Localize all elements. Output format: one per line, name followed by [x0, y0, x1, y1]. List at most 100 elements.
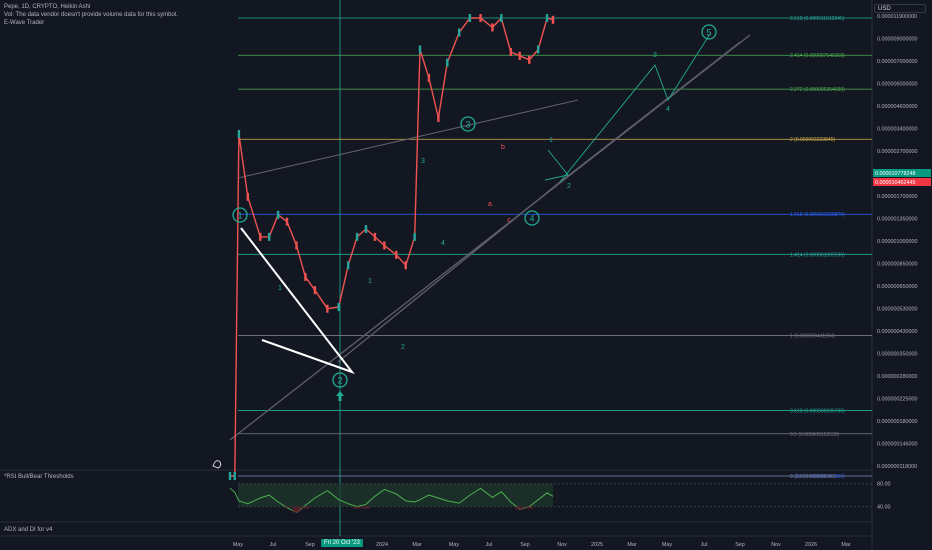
channel-upper-line [229, 34, 751, 441]
price-candle [364, 224, 368, 233]
price-tick-label: 0.000004600000 [877, 104, 917, 110]
wave-1-label: 1 [237, 211, 242, 221]
price-candle [276, 210, 280, 219]
price-badge [873, 169, 931, 177]
wave-3-label: 3 [465, 120, 470, 130]
time-tick-label: Nov [771, 542, 781, 548]
time-tick-label: May [449, 542, 459, 548]
rsi-bear-fill [361, 506, 370, 509]
price-tick-label: 0.000002700000 [877, 149, 917, 155]
price-candle [491, 23, 494, 32]
minor-wave-label: 1 [368, 278, 372, 285]
time-tick-label: Mar [841, 542, 850, 548]
time-tick-label: Jul [486, 542, 493, 548]
price-series-line [230, 16, 554, 477]
fib-level-label: 2 (0.000003223845) [790, 137, 835, 143]
price-candle [437, 113, 440, 122]
rsi-bear-fill [353, 506, 362, 509]
time-tick-label: Mar [627, 542, 636, 548]
wave-4-label: 4 [529, 214, 534, 224]
fib-level-label: 0 (0.000000060546) [790, 474, 835, 480]
price-tick-label: 0.000000118000 [877, 464, 917, 470]
price-candle [479, 14, 482, 22]
fib-level-label: 2.414 (0.000007545318) [790, 53, 845, 59]
fib-level-label: 0.5 (0.000000163533) [790, 432, 840, 438]
fib-level-label: 2.618 (0.000011010245) [790, 16, 845, 22]
price-tick-label: 0.000001700000 [877, 194, 917, 200]
fib-level-label: 0.618 (0.000000206780) [790, 409, 845, 415]
minor-wave-label: 4 [666, 106, 670, 113]
wave-5-marker [701, 24, 717, 40]
price-candle [304, 272, 307, 281]
price-badge-value: 0.000010778248 [875, 171, 915, 177]
wave-3-marker [460, 116, 476, 132]
minor-wave-label: 1 [549, 137, 553, 144]
price-tick-label: 0.000001350000 [877, 217, 917, 223]
price-tick-label: 0.000011900000 [877, 14, 917, 20]
minor-wave-label: a [488, 201, 492, 208]
price-tick-label: 0.000000430000 [877, 329, 917, 335]
wedge-pattern [240, 227, 355, 375]
price-candle [228, 472, 232, 480]
price-tick-label: 0.000000225000 [877, 397, 917, 403]
price-candle [355, 232, 359, 241]
trendline-top [237, 99, 579, 179]
rsi-tick-label: 80.00 [877, 482, 891, 488]
price-tick-label: 0.000007000000 [877, 59, 917, 65]
price-candle [518, 51, 521, 60]
price-candle [536, 45, 540, 54]
rsi-tick-label: 40.00 [877, 505, 891, 511]
wave-2-marker [332, 372, 348, 388]
time-tick-label: May [233, 542, 243, 548]
time-tick-label: 2024 [376, 542, 388, 548]
rsi-bull-zone [238, 483, 553, 507]
projection-line [559, 41, 741, 183]
fib-level-label: 0.236 (0.000000097806) [790, 474, 845, 480]
time-tick-label: Sep [305, 542, 315, 548]
price-candle [457, 28, 461, 37]
price-candle [500, 14, 503, 22]
minor-wave-label: b [501, 144, 505, 151]
currency-selector[interactable]: USD [874, 4, 926, 13]
price-candle [427, 73, 431, 82]
price-candle [528, 55, 531, 64]
fib-level-label: 1 (0.000000441804) [790, 334, 835, 340]
price-tick-label: 0.000000146000 [877, 442, 917, 448]
minor-wave-label: 3 [421, 158, 425, 165]
volume-note: Vol: The data vendor doesn't provide vol… [4, 12, 178, 18]
time-tick-label: Jul [701, 542, 708, 548]
time-tick-label: May [662, 542, 672, 548]
price-tick-label: 0.000000280000 [877, 374, 917, 380]
wave-4-marker [524, 210, 540, 226]
price-candle [446, 58, 449, 67]
wave-5-label: 5 [706, 28, 711, 38]
buy-signal-arrow [336, 391, 344, 401]
price-candle [337, 303, 340, 312]
price-candle [404, 261, 407, 270]
price-candle [413, 232, 416, 241]
indicator-label[interactable]: E-Wave Trader [4, 20, 45, 26]
crosshair-date-label: Fri 20 Oct '23 [321, 539, 363, 547]
wave-1-marker [232, 207, 248, 223]
wave-2-label: 2 [337, 376, 342, 386]
rsi-bear-fill [292, 506, 301, 513]
price-candle [326, 304, 329, 313]
projected-wave-path [559, 33, 711, 183]
tradingview-logo-icon [212, 460, 222, 469]
channel-lower-line [337, 181, 561, 363]
price-candle [237, 129, 241, 138]
price-tick-label: 0.000001000000 [877, 239, 917, 245]
projected-minor-path [544, 149, 569, 181]
price-candle [259, 232, 262, 241]
minor-wave-label: 4 [441, 240, 445, 247]
price-badge-value: 0.000010462445 [875, 180, 915, 186]
price-tick-label: 0.000000180000 [877, 419, 917, 425]
price-candle [346, 261, 350, 270]
rsi-pane-label[interactable]: *RSI Bull/Bear Thresholds [4, 474, 74, 480]
chart-title: Pepe, 1D, CRYPTO, Heikin Ashi [4, 4, 91, 10]
rsi-bear-fill [301, 506, 310, 509]
minor-wave-label: 2 [401, 344, 405, 351]
adx-pane-label[interactable]: ADX and DI for v4 [4, 527, 53, 533]
price-tick-label: 0.000000350000 [877, 352, 917, 358]
